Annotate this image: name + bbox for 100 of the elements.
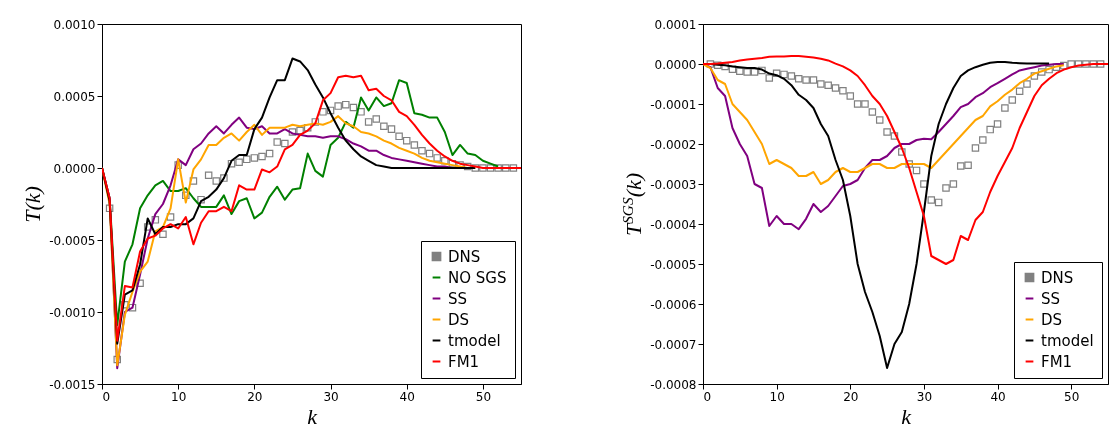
point	[402, 136, 411, 145]
point	[212, 177, 221, 185]
point	[787, 72, 796, 80]
point	[861, 100, 869, 108]
point	[273, 138, 281, 146]
legend-label: DNS	[1041, 268, 1074, 287]
line-series	[703, 55, 1108, 265]
y-tick-label: 0.0000	[53, 161, 96, 176]
point	[326, 106, 335, 115]
y-tick-label: 0.0000	[654, 57, 697, 72]
x-tick-label: 10	[769, 389, 785, 404]
point	[1037, 68, 1046, 76]
point	[258, 152, 266, 161]
point	[883, 128, 891, 136]
y-tick-label: -0.0008	[650, 377, 697, 392]
point	[479, 164, 487, 172]
y-tick-label: 0.0001	[654, 17, 697, 32]
legend-label: SS	[1041, 289, 1061, 308]
point	[956, 162, 965, 170]
y-axis-title: T(k)	[20, 186, 46, 223]
point	[971, 144, 980, 152]
legend-label: NO SGS	[448, 268, 507, 287]
point	[1096, 60, 1105, 68]
point	[1001, 104, 1009, 112]
point	[113, 355, 121, 364]
point	[143, 223, 152, 231]
point	[509, 164, 518, 172]
y-tick-label: 0.0010	[53, 17, 96, 32]
point	[265, 149, 274, 158]
x-tick-label: 20	[247, 389, 263, 404]
x-tick-label: 30	[323, 389, 339, 404]
point	[349, 103, 358, 112]
y-tick-label: -0.0005	[650, 257, 697, 272]
point	[780, 70, 788, 79]
point	[425, 149, 434, 158]
x-tick-label: 40	[990, 389, 1006, 404]
point	[772, 69, 781, 77]
y-tick-label: -0.0005	[49, 233, 96, 248]
point	[831, 84, 840, 92]
x-tick-label: 10	[171, 389, 187, 404]
point	[204, 171, 213, 179]
point	[817, 80, 825, 88]
point	[463, 162, 472, 171]
point	[410, 141, 419, 149]
y-tick-label: 0.0005	[53, 89, 96, 104]
x-tick-label: 0	[703, 389, 712, 404]
point	[758, 66, 766, 75]
x-tick-label: 30	[916, 389, 933, 404]
point	[912, 166, 921, 175]
point	[1008, 96, 1017, 104]
y-tick-label: -0.0015	[49, 377, 96, 392]
point	[1067, 60, 1075, 68]
point	[311, 118, 320, 126]
point	[342, 100, 350, 109]
point	[1023, 80, 1031, 88]
point	[1060, 61, 1068, 70]
y-tick-label: -0.0001	[650, 97, 697, 112]
point	[794, 75, 803, 83]
point	[993, 120, 1002, 128]
y-tick-label: -0.0007	[650, 337, 697, 352]
point	[364, 118, 373, 126]
legend-label: DNS	[448, 247, 481, 266]
y-tick-label: -0.0002	[650, 137, 697, 152]
point	[1030, 72, 1039, 80]
point	[395, 132, 403, 141]
point	[964, 161, 972, 169]
x-tick-label: 50	[1064, 389, 1080, 404]
point	[868, 108, 877, 116]
point	[853, 100, 862, 108]
point	[296, 126, 304, 135]
point	[875, 116, 884, 124]
point	[281, 139, 289, 148]
x-tick-label: 0	[102, 389, 111, 404]
point	[905, 160, 913, 168]
point	[736, 67, 744, 75]
point	[372, 115, 381, 123]
legend-label: SS	[448, 289, 468, 308]
point	[197, 195, 205, 204]
x-axis-title: k	[901, 403, 913, 424]
point	[471, 164, 480, 172]
point	[765, 74, 774, 82]
point	[1089, 60, 1098, 68]
point	[502, 164, 510, 172]
point	[319, 108, 327, 116]
legend-label: tmodel	[1041, 331, 1094, 350]
point	[1074, 60, 1083, 68]
point	[1045, 65, 1053, 74]
point	[486, 164, 495, 172]
point	[242, 155, 251, 164]
point	[174, 161, 182, 169]
point	[824, 81, 832, 89]
point	[357, 108, 365, 116]
legend-label: DS	[1041, 310, 1063, 329]
point	[250, 154, 259, 162]
legend-label: FM1	[448, 352, 480, 371]
point	[839, 87, 847, 95]
point	[979, 136, 987, 144]
y-tick-label: -0.0003	[650, 177, 697, 192]
point	[189, 177, 198, 185]
x-tick-label: 40	[399, 389, 415, 404]
